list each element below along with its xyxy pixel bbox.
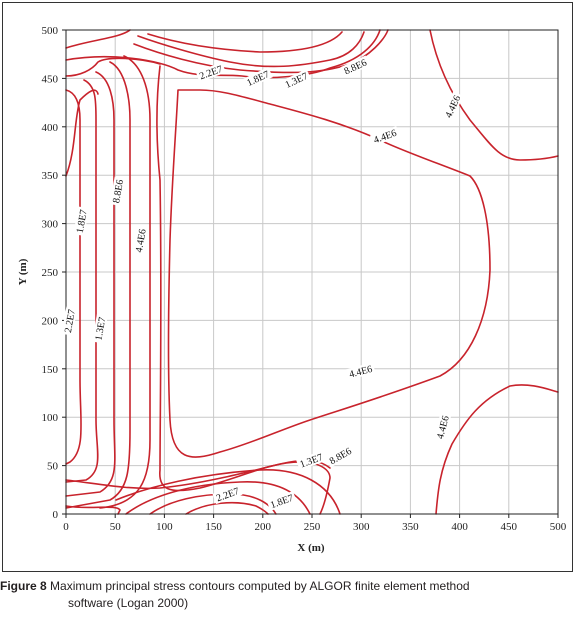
y-tick-labels: 0 50 100 150 200 250 300 350 400 450 500 xyxy=(42,25,59,521)
x-tick-labels: 0 50 100 150 200 250 300 350 400 450 500 xyxy=(63,521,567,533)
contour-label: 1.3E7 xyxy=(284,71,310,91)
y-tick-label: 150 xyxy=(42,364,59,376)
contour-label-group: 2.2E7 xyxy=(61,306,78,336)
contour-line xyxy=(65,57,161,77)
contour-label: 4.4E6 xyxy=(372,128,398,146)
x-tick-label: 450 xyxy=(501,521,518,533)
y-tick-label: 500 xyxy=(42,25,59,37)
contour-label: 1.3E7 xyxy=(93,316,108,341)
y-tick-label: 0 xyxy=(53,509,59,521)
contour-label-bg xyxy=(242,67,273,89)
grid xyxy=(65,29,559,515)
contour-label: 4.4E6 xyxy=(134,228,149,253)
contour-label-bg xyxy=(109,176,126,206)
contour-label-bg xyxy=(281,69,312,91)
contour-line xyxy=(65,89,82,465)
figure-frame xyxy=(2,2,573,572)
contour-line xyxy=(115,469,341,515)
contour-line xyxy=(133,29,389,74)
y-tick-label: 450 xyxy=(42,73,59,85)
contour-line xyxy=(65,89,99,177)
x-tick-label: 50 xyxy=(110,521,122,533)
contour-line xyxy=(137,31,365,68)
contour-label-bg xyxy=(92,313,108,344)
contour-label: 2.2E7 xyxy=(198,64,224,82)
contour-plot: 0 50 100 150 200 250 300 350 400 450 500 0 50 100 150… xyxy=(17,25,567,554)
caption-text-1: Maximum principal stress contours comput… xyxy=(50,579,470,593)
contour-label: 2.2E7 xyxy=(215,486,241,504)
y-tick-label: 400 xyxy=(42,122,59,134)
x-tick-label: 200 xyxy=(255,521,272,533)
contour-line xyxy=(429,29,559,161)
contour-label-group: 4.4E6 xyxy=(132,225,149,256)
y-tick-label: 350 xyxy=(42,170,59,182)
contour-label-bg xyxy=(195,62,226,83)
x-axis-title: X (m) xyxy=(297,542,325,554)
contour-line xyxy=(99,55,151,509)
caption-label: Figure 8 xyxy=(0,579,47,593)
x-tick-label: 150 xyxy=(205,521,222,533)
x-tick-label: 250 xyxy=(304,521,321,533)
contour-line xyxy=(125,481,311,515)
contour-lines xyxy=(65,29,559,515)
contour-label-bg xyxy=(441,91,464,122)
contour-label-group: 8.8E6 xyxy=(340,55,371,78)
y-tick-label: 100 xyxy=(42,412,59,424)
contour-line xyxy=(65,79,99,483)
contour-label: 8.8E6 xyxy=(328,446,354,467)
contour-label-bg xyxy=(340,55,371,78)
plot-frame xyxy=(62,29,559,518)
contour-line xyxy=(65,29,131,49)
x-tick-label: 100 xyxy=(156,521,173,533)
contour-label-bg xyxy=(433,412,452,443)
contour-label-bg xyxy=(345,362,376,381)
contour-label-group: 8.8E6 xyxy=(109,176,126,206)
contour-label-group: 4.4E6 xyxy=(345,362,376,381)
contour-label-group: 1.3E7 xyxy=(296,450,327,471)
contour-line xyxy=(147,31,343,53)
contour-label: 1.3E7 xyxy=(299,452,325,470)
contour-label-bg xyxy=(132,225,149,256)
contour-label-group: 1.3E7 xyxy=(92,313,108,344)
contour-label: 8.8E6 xyxy=(111,179,126,204)
contour-label: 8.8E6 xyxy=(343,57,369,77)
y-tick-label: 250 xyxy=(42,267,59,279)
contour-line xyxy=(185,501,269,515)
x-tick-label: 500 xyxy=(550,521,567,533)
caption-line-1: Figure 8 Maximum principal stress contou… xyxy=(0,578,470,594)
contour-label-bg xyxy=(266,491,297,511)
contour-line xyxy=(435,384,559,515)
x-tick-label: 300 xyxy=(353,521,370,533)
y-axis-title: Y (m) xyxy=(17,258,29,285)
contour-label-bg xyxy=(61,306,78,336)
x-tick-label: 0 xyxy=(63,521,69,533)
y-tick-label: 300 xyxy=(42,219,59,231)
x-tick-label: 350 xyxy=(402,521,419,533)
y-tick-label: 200 xyxy=(42,315,59,327)
contour-line xyxy=(167,89,491,458)
contour-line xyxy=(65,61,131,509)
caption-text-2: software (Logan 2000) xyxy=(68,596,189,610)
y-tick-label: 50 xyxy=(47,461,59,473)
contour-label-bg xyxy=(212,484,243,505)
contour-label-group: 8.8E6 xyxy=(325,443,356,468)
contour-label-bg xyxy=(369,126,400,147)
contour-line xyxy=(65,459,331,490)
contour-label-group: 4.4E6 xyxy=(369,126,400,147)
contour-label-bg xyxy=(325,443,356,468)
contour-label: 4.4E6 xyxy=(435,415,452,441)
contour-label-bg xyxy=(73,206,90,236)
contour-label: 1.8E7 xyxy=(245,69,271,89)
contour-label: 2.2E7 xyxy=(63,309,78,334)
contour-label-group: 1.8E7 xyxy=(73,206,90,236)
contour-label: 1.8E7 xyxy=(269,493,295,511)
contour-line xyxy=(156,65,331,515)
contour-line xyxy=(65,71,116,497)
contour-label: 1.8E7 xyxy=(75,209,90,234)
x-tick-label: 400 xyxy=(451,521,468,533)
contour-line xyxy=(65,505,121,515)
contour-label-group: 1.8E7 xyxy=(266,491,297,511)
contour-label-bg xyxy=(296,450,327,471)
